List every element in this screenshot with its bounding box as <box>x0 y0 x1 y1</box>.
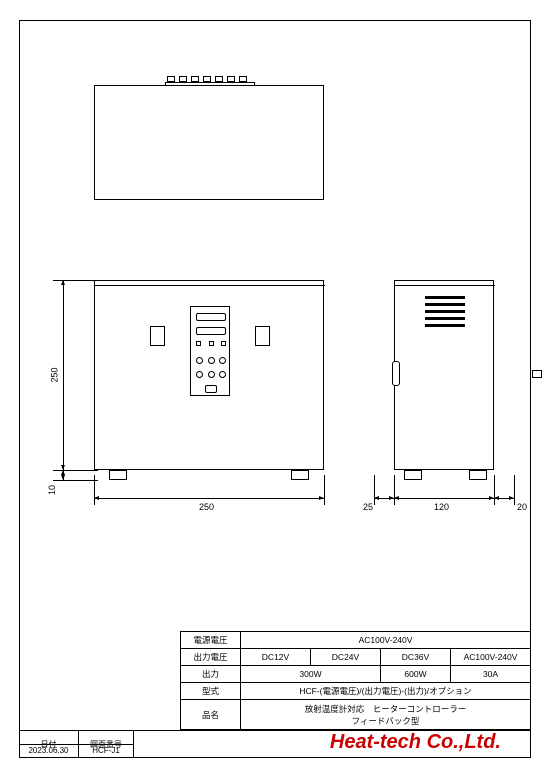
dim-arrow-20 <box>494 498 514 499</box>
top-view <box>94 85 324 200</box>
ext-line <box>53 280 98 281</box>
ext-line <box>494 475 495 505</box>
side-port <box>532 370 542 378</box>
spec-table: 電源電圧AC100V-240V出力電圧DC12VDC24VDC36VAC100V… <box>180 631 531 730</box>
foot-side-left <box>404 470 422 480</box>
drawing-no-value: HCF-J1 <box>79 744 134 758</box>
side-knob <box>392 361 400 386</box>
foot-front-right <box>291 470 309 480</box>
drawing-area: 250 10 250 25 120 20 電源電圧AC100V-240V出力電圧… <box>19 20 531 758</box>
ext-line <box>374 475 375 505</box>
dim-arrow-250h <box>94 498 324 499</box>
ext-line <box>94 475 95 505</box>
dim-arrow-10 <box>63 470 64 480</box>
dim-20: 20 <box>517 502 527 512</box>
ext-line <box>324 475 325 505</box>
dim-arrow-25 <box>374 498 394 499</box>
dim-arrow-120 <box>394 498 494 499</box>
switch-right <box>255 326 270 346</box>
front-view <box>94 280 324 480</box>
side-view <box>374 280 514 480</box>
company-logo: Heat-tech Co.,Ltd. <box>330 731 501 754</box>
dim-arrow-250v <box>63 280 64 470</box>
switch-left <box>150 326 165 346</box>
front-body <box>94 280 324 470</box>
control-panel <box>190 306 230 396</box>
dim-250h: 250 <box>199 502 214 512</box>
ext-line <box>514 475 515 505</box>
foot-front-left <box>109 470 127 480</box>
side-body <box>394 280 494 470</box>
dim-10: 10 <box>47 485 57 495</box>
date-value: 2023.06.30 <box>19 744 79 758</box>
ext-line <box>394 475 395 505</box>
terminal-block <box>165 76 255 86</box>
ext-line <box>53 480 98 481</box>
dim-120: 120 <box>434 502 449 512</box>
dim-250: 250 <box>50 367 60 382</box>
ext-line <box>53 470 98 471</box>
dim-25: 25 <box>363 502 373 512</box>
foot-side-right <box>469 470 487 480</box>
